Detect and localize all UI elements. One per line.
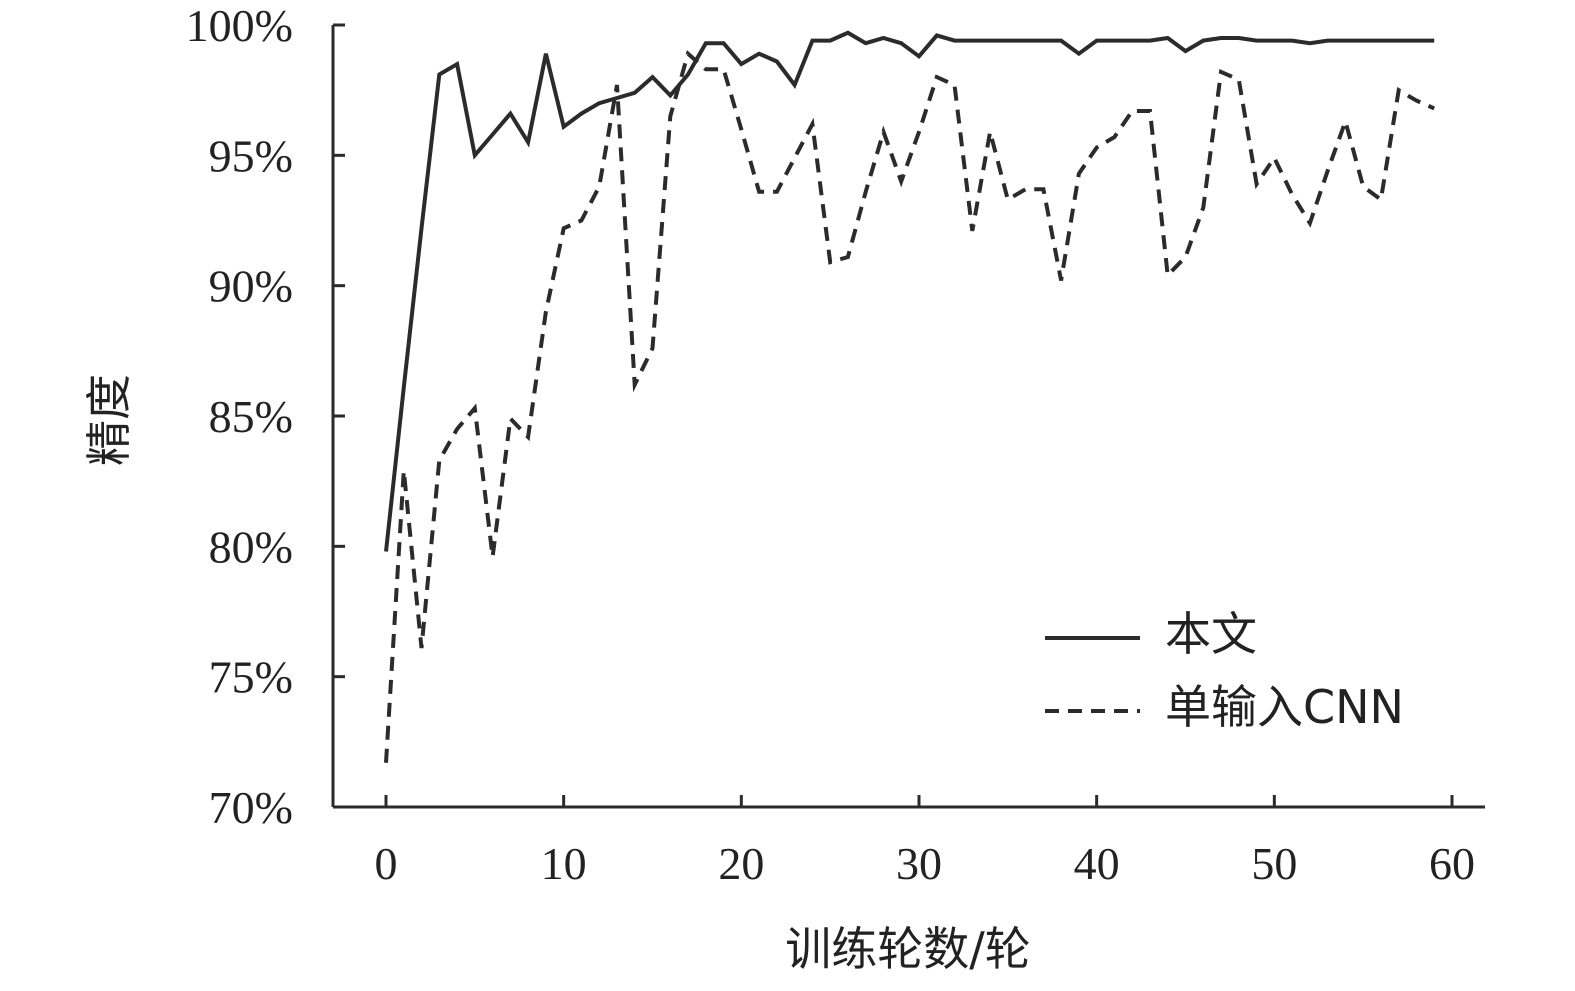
x-tick-label: 50 <box>1251 838 1297 889</box>
series-line-single-input-cnn <box>384 50 1436 763</box>
y-tick-label: 85% <box>209 391 293 442</box>
legend-label-benwen: 本文 <box>1165 607 1257 661</box>
y-tick-label: 95% <box>209 130 293 181</box>
y-tick-label: 70% <box>209 782 293 833</box>
y-tick-label: 100% <box>186 0 293 51</box>
x-tick-label: 0 <box>375 838 398 889</box>
x-tick-label: 40 <box>1074 838 1120 889</box>
y-tick-label: 90% <box>209 261 293 312</box>
series-layer <box>384 30 1436 763</box>
x-tick-label: 30 <box>896 838 942 889</box>
x-tick-label: 10 <box>541 838 587 889</box>
series-line-benwen <box>384 30 1435 552</box>
axes: 70% 75% 80% 85% 90% 95% 100% 0 10 20 30 40 50 60 <box>186 0 1485 889</box>
y-axis-title: 精度 <box>82 374 136 466</box>
x-tick-label: 60 <box>1429 838 1475 889</box>
x-tick-label: 20 <box>718 838 764 889</box>
legend-label-cnn: 单输入CNN <box>1165 680 1404 734</box>
x-axis-title: 训练轮数/轮 <box>785 922 1031 976</box>
y-tick-label: 80% <box>209 521 293 572</box>
y-ticks: 70% 75% 80% 85% 90% 95% 100% <box>186 0 345 833</box>
y-tick-label: 75% <box>209 652 293 703</box>
legend: 本文 单输入CNN <box>1045 607 1404 734</box>
x-ticks: 0 10 20 30 40 50 60 <box>375 795 1475 889</box>
